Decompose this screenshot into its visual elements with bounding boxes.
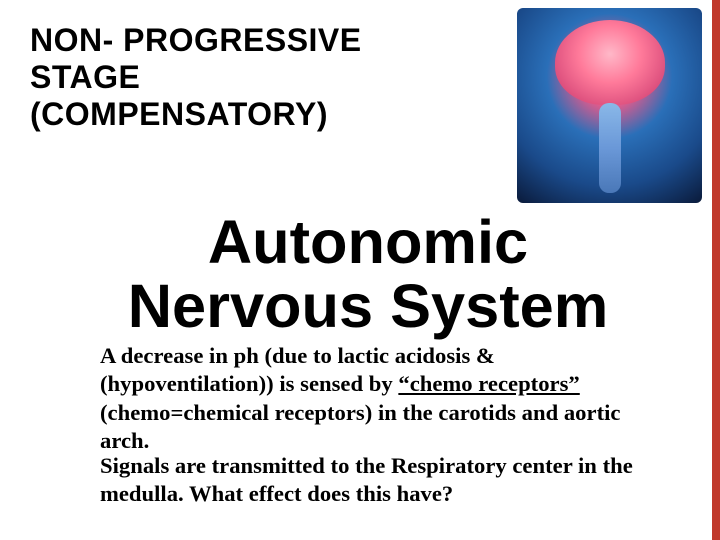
header-line-2: (COMPENSATORY) bbox=[30, 96, 430, 133]
header-line-1: NON- PROGRESSIVE STAGE bbox=[30, 22, 430, 96]
p1-post: (chemo=chemical receptors) in the caroti… bbox=[100, 400, 620, 453]
paragraph-2: Signals are transmitted to the Respirato… bbox=[100, 452, 640, 509]
slide-header: NON- PROGRESSIVE STAGE (COMPENSATORY) bbox=[30, 22, 430, 133]
brain-spine-image bbox=[517, 8, 702, 203]
p1-underlined: “chemo receptors” bbox=[398, 371, 579, 396]
main-title: Autonomic Nervous System bbox=[98, 210, 638, 339]
accent-bar bbox=[712, 0, 720, 540]
paragraph-1: A decrease in ph (due to lactic acidosis… bbox=[100, 342, 640, 455]
